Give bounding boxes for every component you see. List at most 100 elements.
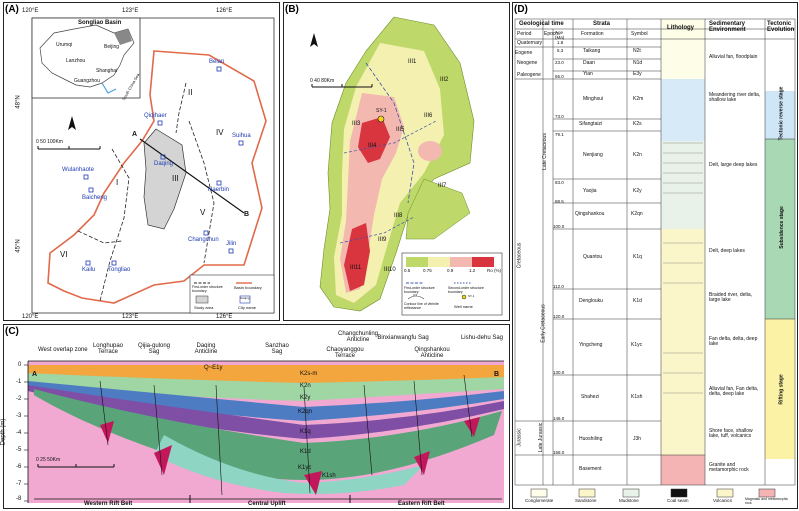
row-11-age: 120.0 [553, 314, 565, 319]
row-5-symbol: K2s [633, 121, 642, 127]
row-10-env: Braided river, delta, large lake [709, 292, 753, 303]
city-haerbin: Haerbin [208, 187, 230, 193]
belt-western: Western Rift Belt [84, 501, 133, 507]
row-4-formation: Minghsui [583, 96, 604, 102]
zone-ii: II [188, 88, 193, 97]
city-qiqihaer: Qiqihaer [144, 113, 167, 119]
city-beian: Beian [209, 59, 225, 65]
row-7-symbol: K2y [633, 188, 642, 194]
row-12-formation: Shahezi [581, 394, 600, 400]
row-2-age: 23.0 [555, 60, 564, 65]
row-3-formation: Yian [583, 71, 593, 77]
legend-a-city: City name [238, 305, 257, 310]
unit-longhupao: Longhupao Terrace [92, 343, 124, 355]
unit-changchunling: Changchunling Anticline [337, 331, 379, 343]
unit-iii11: III11 [350, 265, 362, 271]
fm-k1sh: K1sh [322, 473, 336, 479]
city-daqing: Daqing [154, 161, 174, 167]
legend-coal: Coal seam [667, 498, 689, 503]
lat-45: 45°N [15, 239, 22, 253]
fm-k2n: K2n [300, 383, 311, 389]
row-7-age: 83.0 [555, 180, 564, 185]
y-axis-label: Depth (m) [0, 418, 7, 446]
panel-c-svg [24, 360, 504, 503]
section-end-a-c: A [32, 371, 38, 378]
hdr-geotime: Geological time [519, 21, 564, 27]
unit-qijia-gulong: Qijia-gulong Sag [137, 343, 171, 355]
panel-b-label: (B) [285, 4, 299, 15]
zone-i: I [116, 178, 119, 187]
ytick-1: -1 [16, 379, 22, 385]
unit-iii6: III6 [424, 113, 433, 119]
unit-iii8: III8 [394, 213, 403, 219]
belt-eastern: Eastern Rift Belt [398, 501, 445, 507]
row-3-age: 65.0 [555, 74, 564, 79]
legend-b-first-order: First-order structure boundary [404, 286, 435, 294]
zone-vi: VI [60, 250, 68, 259]
ytick-4: -4 [16, 430, 22, 436]
legend-a-study: Study area [194, 305, 214, 310]
row-5-formation: Sifangtaizi [579, 121, 603, 127]
row-3-symbol: E3y [633, 71, 642, 77]
row-4-env: Meandering river delta, shallow lake [709, 92, 761, 103]
lon-top-1: 120°E [22, 8, 39, 14]
row-1-age: 5.3 [557, 48, 564, 53]
row-5-age: 73.0 [555, 114, 564, 119]
row-4-symbol: K2m [633, 96, 644, 102]
panel-d-label: (D) [514, 4, 528, 15]
unit-iii4: III4 [368, 143, 377, 149]
legend-volcanics: Volcanics [713, 498, 733, 503]
unit-iii3: III3 [352, 121, 361, 127]
legend-magmatic: Magmatic and metamorphic rock [745, 497, 789, 505]
belt-central: Central Uplift [248, 501, 286, 507]
fm-k1q: K1q [300, 429, 311, 435]
row-8-age: 88.5 [555, 199, 564, 204]
ro-tick-1: 0.5 [404, 268, 411, 273]
row-10-symbol: K1d [633, 298, 642, 304]
unit-qingshankou: Qingshankou Anticline [414, 347, 450, 359]
fm-k1d: K1d [300, 449, 311, 455]
row-10-formation: Denglouku [579, 298, 603, 304]
ro-swatch-3 [450, 257, 472, 267]
ytick-2: -2 [16, 396, 22, 402]
hdr-period: Period [517, 31, 532, 37]
legend-b-second-order: Second-order structure boundary [448, 286, 484, 294]
row-13-age: 146.0 [553, 416, 565, 421]
hdr-lithology: Lithology [667, 25, 694, 31]
row-11-formation: Yingcheng [579, 342, 603, 348]
unit-iii5: III5 [396, 127, 405, 133]
epoch-late-jurassic: Late Jurassic [538, 422, 545, 453]
ro-swatch-1 [406, 257, 428, 267]
panel-a-svg [31, 17, 275, 314]
ro-swatch-4 [472, 257, 494, 267]
study-area [143, 128, 187, 230]
unit-sanzhao: Sanzhao Sag [265, 343, 289, 355]
period-eogene: Eogene [515, 50, 533, 56]
legend-a-basin: Basin boundary [234, 285, 262, 290]
unit-west-overlap: West overlap zone [38, 347, 88, 353]
ro-tick-2: 0.75 [423, 268, 432, 273]
city-tongliao: Tongliao [108, 267, 131, 273]
ro-swatch-2 [428, 257, 450, 267]
unit-daqing-anticline: Daqing Anticline [194, 343, 218, 355]
legend-a [189, 274, 275, 314]
panel-a-label: (A) [5, 4, 19, 15]
stage-rifting: Rifting stage [778, 374, 785, 405]
city-kailu: Kailu [82, 267, 96, 273]
legend-conglomerate: Conglomerate [525, 498, 554, 503]
legend-b-well-sample: SY-1 [468, 294, 475, 298]
legend-a-first-order: First-order structure boundary [192, 285, 223, 293]
row-11-env: Fan delta, delta, deep lake [709, 336, 758, 347]
basin-boundary [47, 50, 267, 304]
lon-bottom-2: 123°E [122, 314, 139, 320]
hdr-sed-env: Sedimentary Environment [709, 21, 746, 33]
section-end-a: A [132, 131, 138, 138]
scale-b: 0 40 80Km [310, 78, 335, 84]
lon-top-2: 123°E [122, 8, 139, 14]
inset-title: Songliao Basin [78, 20, 122, 26]
inset-city-3: Lanzhou [66, 58, 86, 64]
row-6-formation: Nenjiang [583, 152, 603, 158]
zone-iv: IV [216, 128, 224, 137]
row-8-symbol: K2qn [631, 211, 643, 217]
row-9-env: Delt, deep lakes [709, 248, 745, 254]
